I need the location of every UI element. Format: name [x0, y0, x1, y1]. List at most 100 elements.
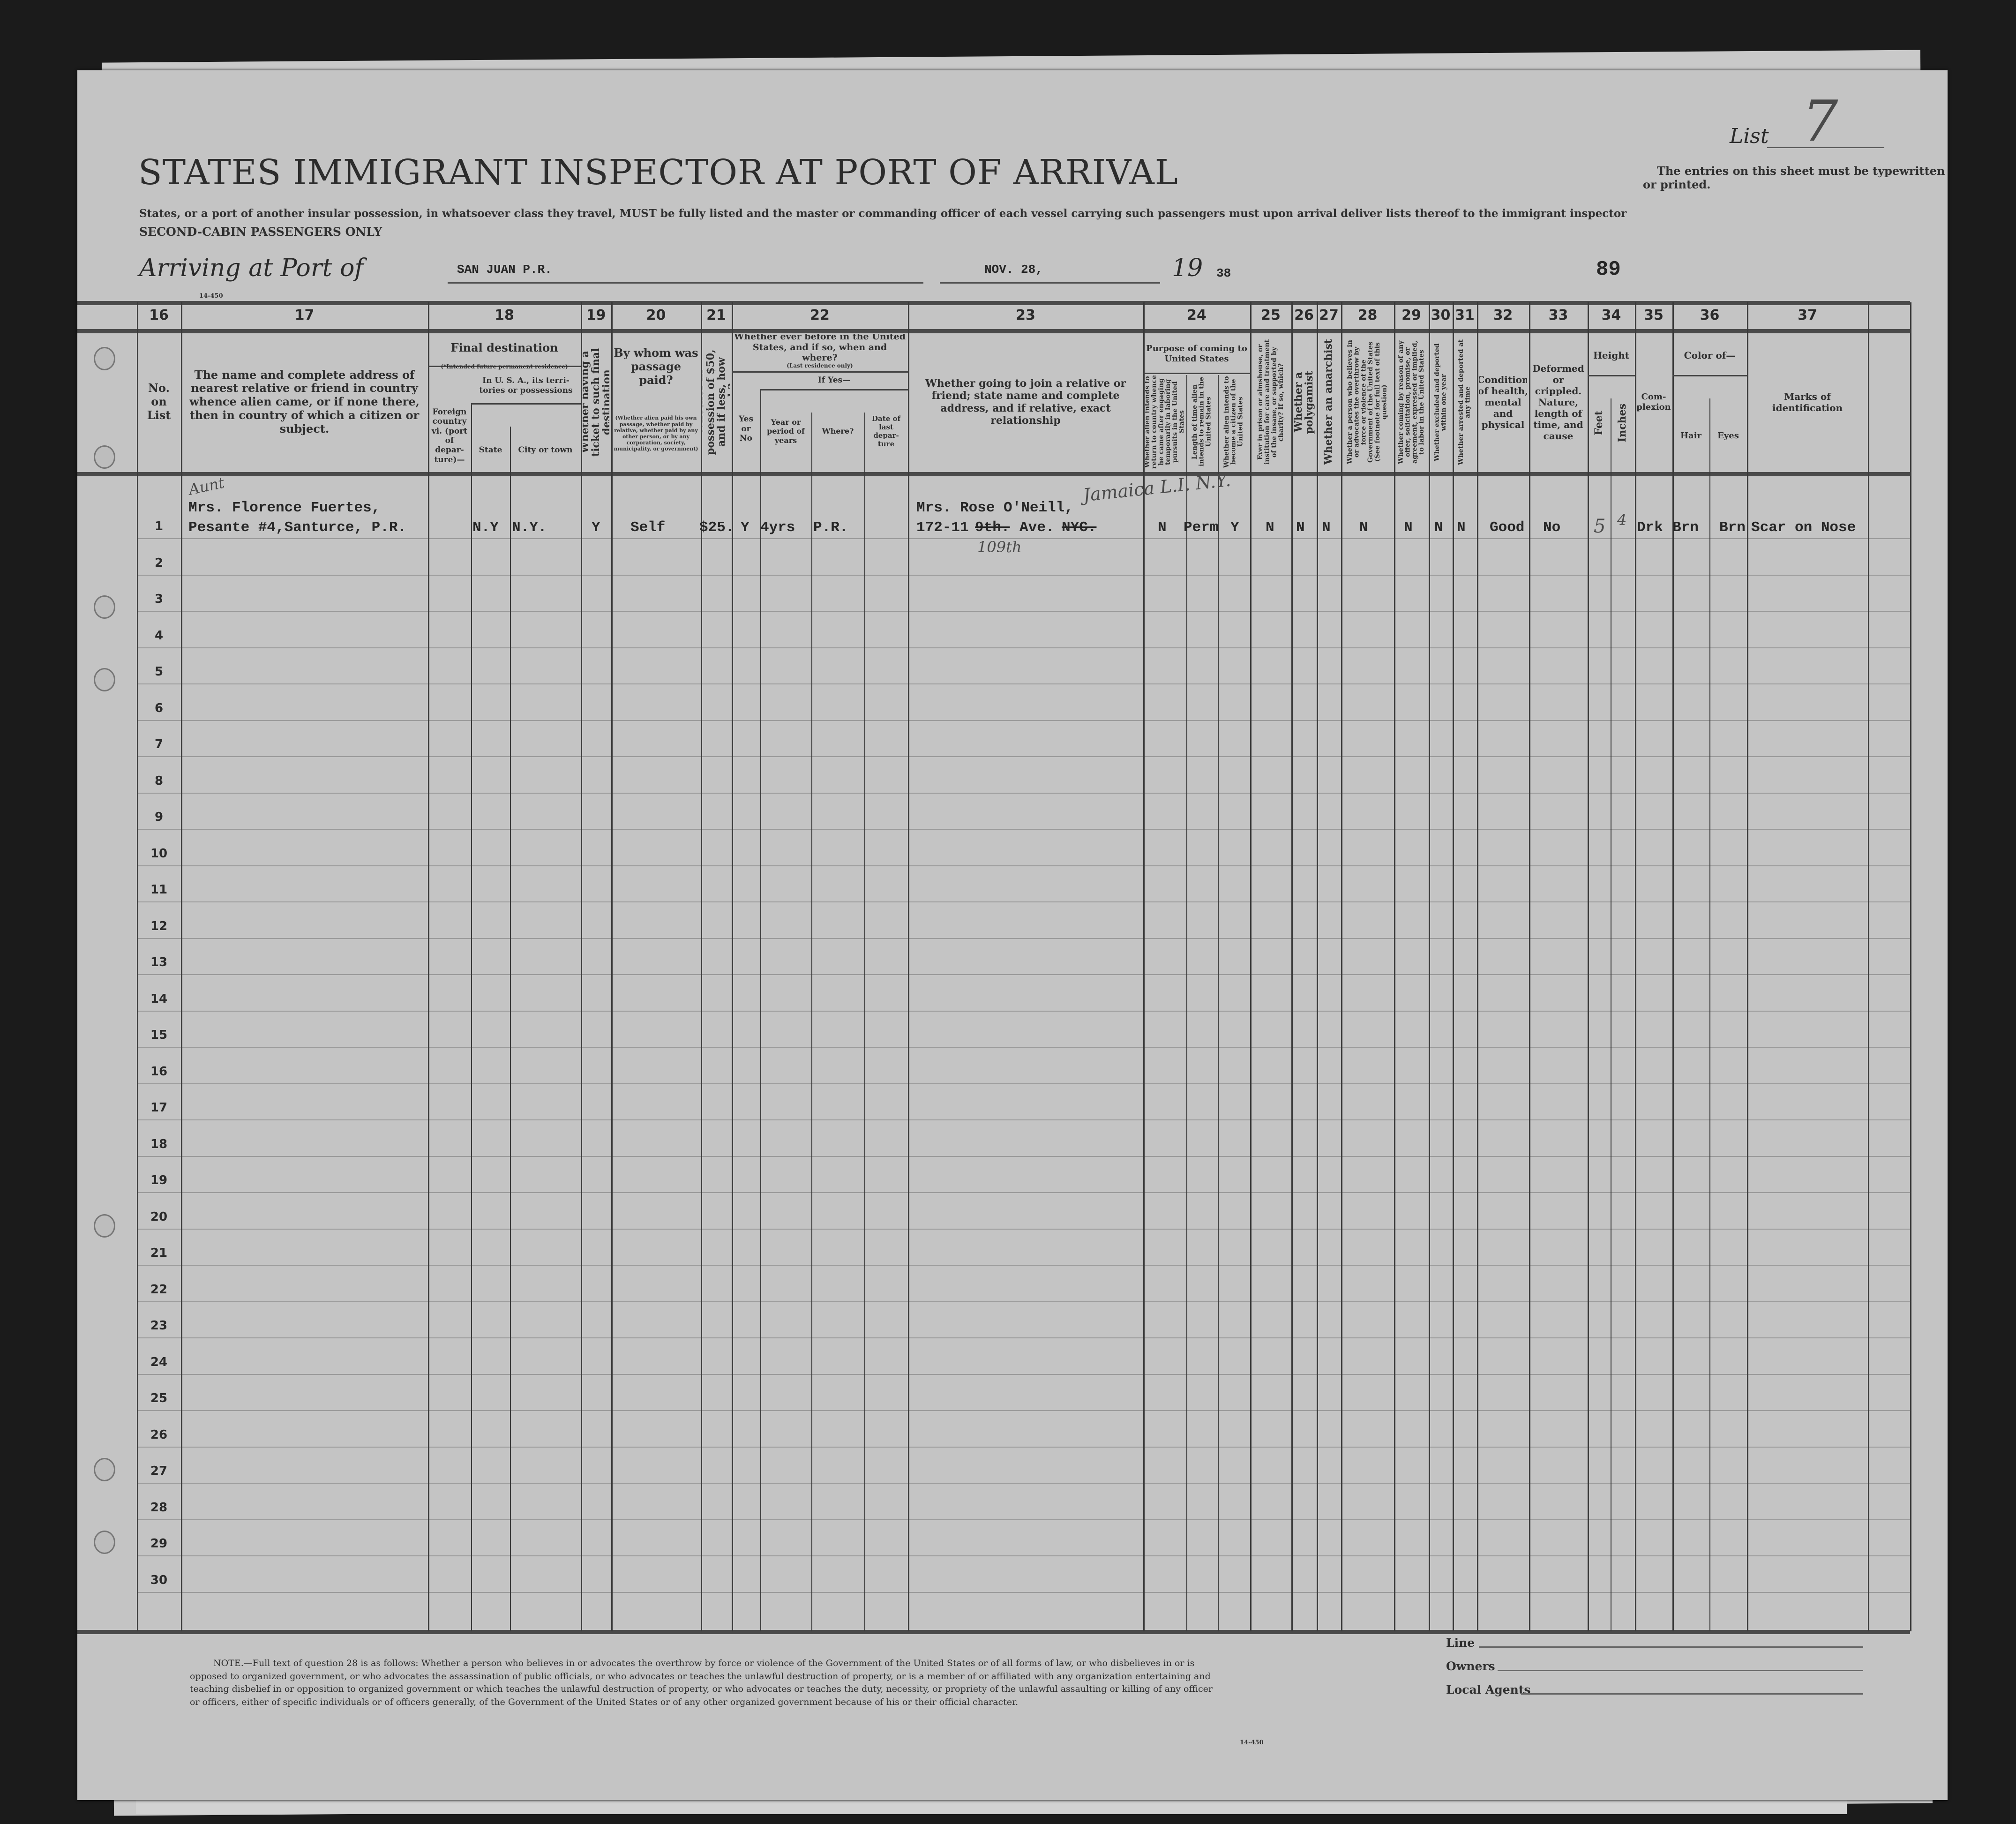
column-divider — [1672, 302, 1674, 1631]
subcolumn-divider — [811, 413, 812, 1631]
punch-hole — [94, 1214, 115, 1238]
header-if-yes: If Yes— — [762, 373, 906, 388]
complexion-value: Drk — [1637, 519, 1663, 536]
header-return-temporarily-text: Whether alien intends to return to count… — [1145, 375, 1184, 469]
row-rule — [137, 1337, 1910, 1338]
header-become-citizen: Whether alien intends to become a citize… — [1220, 375, 1248, 469]
header-passage-note-text: (Whether alien paid his own passage, whe… — [614, 415, 698, 452]
column-number: 17 — [294, 307, 315, 323]
row-rule — [137, 865, 1910, 866]
subcolumn-divider — [864, 413, 865, 1631]
header-foreign-country: Foreign country vi. (port of depar-ture)… — [430, 403, 469, 469]
subheader-rule — [471, 403, 581, 405]
header-state: State — [473, 431, 508, 469]
header-labor-offer: Whether coming by reason of any offer, s… — [1396, 335, 1427, 469]
row-number: 16 — [150, 1064, 168, 1079]
ticket-value: Y — [592, 519, 600, 536]
header-no-on-list: No. on List — [139, 335, 179, 469]
header-height-text: Height — [1593, 349, 1629, 361]
column-number: 22 — [810, 307, 830, 323]
row-number: 28 — [150, 1500, 168, 1515]
row-rule — [137, 829, 1910, 830]
column-divider — [137, 302, 138, 1631]
row-number: 1 — [154, 519, 164, 533]
header-prison-text: Ever in prison or almshouse, or institut… — [1256, 339, 1285, 465]
where-value: P.R. — [813, 519, 848, 536]
column-number: 32 — [1493, 307, 1513, 323]
column-divider — [1747, 302, 1748, 1631]
line-field — [1479, 1646, 1863, 1648]
row-number: 4 — [154, 628, 164, 643]
column-divider — [1394, 302, 1395, 1631]
header-yes-no-text: Yes or No — [738, 414, 754, 443]
table-rule — [77, 329, 1910, 333]
agents-label: Local Agents — [1446, 1683, 1531, 1696]
punch-hole — [94, 1531, 115, 1554]
column-number: 23 — [1016, 307, 1035, 323]
header-overthrow: Whether a person who believes in or advo… — [1343, 335, 1392, 469]
anarchist-value: N — [1322, 519, 1331, 536]
row-number: 20 — [150, 1209, 168, 1224]
row-rule — [137, 1083, 1910, 1084]
column-number: 16 — [149, 307, 169, 323]
column-number: 21 — [706, 307, 726, 323]
header-deformed: Deformed or crippled. Nature, length of … — [1531, 335, 1586, 469]
header-where-text: Where? — [822, 427, 854, 436]
header-if-yes-text: If Yes— — [817, 375, 851, 385]
row-number: 13 — [150, 955, 168, 969]
row-number: 15 — [150, 1028, 168, 1042]
entries-notice: The entries on this sheet must be typewr… — [1643, 164, 1945, 191]
column-divider — [611, 302, 613, 1631]
header-final-destination-text: Final destination — [450, 341, 558, 355]
cabin-class: SECOND-CABIN PASSENGERS ONLY — [139, 225, 382, 239]
column-number: 28 — [1357, 307, 1378, 323]
header-year: Year or period of years — [762, 394, 809, 469]
prison-value: N — [1266, 519, 1274, 536]
table-rule — [77, 1630, 1910, 1634]
row-rule — [137, 901, 1910, 902]
column-number: 30 — [1431, 307, 1451, 323]
header-health-text: Condition of health, mental and physical — [1479, 374, 1527, 430]
row-number: 18 — [150, 1137, 168, 1151]
relative-annotation: Aunt — [187, 473, 226, 499]
row-rule — [137, 1410, 1910, 1411]
header-passage-paid-text: By whom was passage paid? — [614, 346, 698, 387]
header-foreign-country-text: Foreign country vi. (port of depar-ture)… — [431, 407, 468, 465]
header-overthrow-text: Whether a person who believes in or advo… — [1346, 340, 1388, 464]
row-number: 27 — [150, 1464, 168, 1478]
subheader-rule — [732, 371, 908, 373]
row-number: 23 — [150, 1319, 168, 1333]
row-number: 30 — [150, 1573, 168, 1587]
header-length-of-stay: Length of time alien intends to remain i… — [1188, 375, 1216, 469]
column-divider — [1143, 302, 1145, 1631]
hair-value: Brn — [1672, 519, 1699, 536]
column-divider — [1529, 302, 1530, 1631]
header-complexion-text: Com-plexion — [1637, 391, 1671, 412]
header-arrested: Whether arrested and deported at any tim… — [1454, 335, 1475, 469]
header-deformed-text: Deformed or crippled. Nature, length of … — [1532, 362, 1584, 442]
footnote-question-28: NOTE.—Full text of question 28 is as fol… — [190, 1658, 1213, 1707]
header-joining-relative-text: Whether going to join a relative or frie… — [925, 377, 1126, 427]
header-color-of-text: Color of— — [1684, 349, 1736, 361]
table-rule — [77, 472, 1910, 476]
joining-address-number: 172-11 — [916, 519, 969, 536]
header-return-temporarily: Whether alien intends to return to count… — [1145, 375, 1184, 469]
relative-name: Mrs. Florence Fuertes, — [188, 500, 381, 516]
overthrow-value: N — [1359, 519, 1368, 536]
row-rule — [137, 1519, 1910, 1520]
column-number: 34 — [1601, 307, 1621, 323]
column-divider — [581, 302, 582, 1631]
column-divider — [1588, 302, 1589, 1631]
column-number: 24 — [1187, 307, 1207, 323]
column-number: 35 — [1644, 307, 1664, 323]
subcolumn-divider — [1218, 375, 1219, 1631]
row-number: 6 — [154, 701, 164, 715]
list-label: List — [1730, 124, 1769, 148]
year-suffix: 38 — [1216, 266, 1231, 280]
header-length-of-stay-text: Length of time alien intends to remain i… — [1191, 377, 1213, 467]
header-where: Where? — [813, 394, 862, 469]
date-underline — [940, 282, 1160, 284]
header-passage-paid: By whom was passage paid? — [613, 335, 699, 398]
period-value: 4yrs — [760, 519, 795, 536]
instruction-line: States, or a port of another insular pos… — [139, 207, 1627, 220]
